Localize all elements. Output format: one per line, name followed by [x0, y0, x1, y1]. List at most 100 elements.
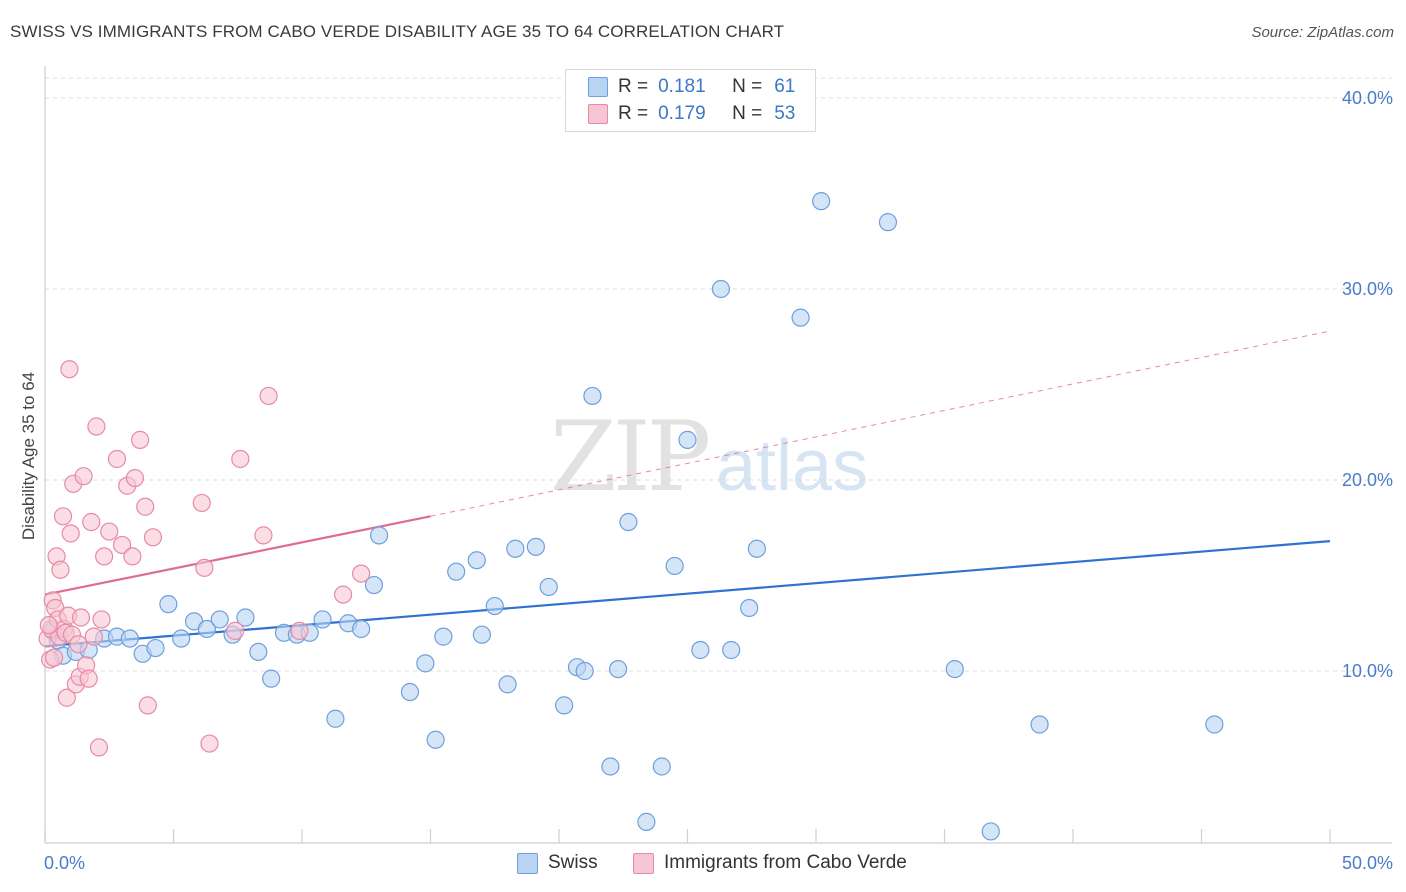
swiss-point [326, 709, 345, 728]
swiss-point [812, 192, 831, 211]
cabo-point [82, 512, 101, 532]
x-tick-label: 50.0% [1342, 853, 1393, 873]
swiss-trendline [44, 540, 1331, 648]
y-axis-label: Disability Age 35 to 64 [19, 372, 38, 540]
cabo-point [51, 560, 70, 579]
swiss-point [146, 638, 165, 658]
legend-r-value: 0.179 [658, 103, 706, 124]
axes [44, 66, 1392, 844]
cabo-point [39, 616, 58, 635]
swiss-point [447, 562, 466, 581]
swiss-point [472, 625, 491, 644]
cabo-point [57, 688, 76, 707]
watermark-zip: ZIP [550, 401, 709, 513]
cabo-point [53, 507, 73, 526]
swiss-point [210, 610, 229, 629]
swiss-point [159, 595, 178, 614]
swiss-point [555, 696, 574, 715]
swiss-point [370, 526, 389, 545]
cabo-point [226, 621, 245, 640]
swiss-point [945, 659, 964, 679]
cabo-point [254, 526, 273, 545]
cabo-point [200, 734, 219, 753]
swiss-point [740, 598, 759, 618]
legend-n-label: N = [732, 76, 763, 97]
gridlines [45, 77, 1392, 672]
swiss-point [197, 619, 217, 639]
cabo-point [95, 547, 114, 566]
cabo-point [92, 610, 111, 629]
cabo-point [192, 493, 211, 513]
swiss-point [364, 575, 384, 595]
cabo-point [100, 522, 119, 541]
watermark-atlas: atlas [716, 426, 868, 506]
legend-item-cabo: Immigrants from Cabo Verde [633, 852, 907, 874]
legend-r-value: 0.181 [658, 76, 706, 97]
legend-swiss-label: Swiss [548, 852, 598, 873]
cabo-point [130, 430, 150, 449]
swiss-point [637, 812, 656, 831]
cabo-point [60, 360, 79, 379]
swiss-point [172, 629, 191, 648]
cabo-point [61, 524, 80, 543]
legend-n-value: 61 [774, 76, 796, 97]
swiss-point [539, 577, 558, 597]
x-tick-label: 0.0% [44, 853, 85, 873]
swiss-point [262, 669, 281, 688]
trendlines [44, 330, 1331, 648]
cabo-point [74, 467, 93, 486]
swiss-point [485, 596, 504, 616]
cabo-point [143, 528, 163, 547]
swiss-point [711, 279, 731, 299]
cabo-point [89, 738, 109, 757]
swiss-point [1205, 715, 1224, 734]
cabo-point [79, 669, 98, 688]
swiss-point [878, 213, 898, 232]
swiss-point [747, 539, 766, 558]
swiss-point [236, 608, 255, 627]
swiss-point [434, 627, 453, 646]
cabo-point [69, 635, 88, 654]
cabo-point [195, 558, 214, 577]
cabo-point [231, 449, 250, 469]
swiss-point [313, 610, 332, 629]
legend-item-swiss: Swiss [517, 852, 598, 874]
legend-r-label: R = [618, 103, 649, 124]
swiss-point [467, 551, 486, 570]
cabo-point [71, 608, 91, 627]
cabo-point [87, 417, 106, 436]
swiss-point [609, 659, 628, 679]
legend-r-label: R = [618, 76, 649, 97]
swiss-point [352, 619, 371, 639]
legend-cabo-label: Immigrants from Cabo Verde [664, 852, 907, 873]
cabo-trendline-extension [430, 330, 1331, 517]
cabo-point [123, 547, 142, 566]
cabo-point [84, 627, 103, 646]
cabo-point [107, 449, 127, 469]
y-tick-label: 30.0% [1342, 279, 1393, 299]
chart-title: SWISS VS IMMIGRANTS FROM CABO VERDE DISA… [10, 22, 785, 41]
swiss-point [981, 822, 1000, 841]
legend-n-label: N = [732, 103, 763, 124]
swiss-point [791, 308, 810, 327]
swiss-point [652, 757, 671, 776]
correlation-legend: R = 0.181 N = 61 R = 0.179 N = 53 [565, 69, 816, 132]
swiss-point [691, 640, 710, 660]
legend-row-swiss: R = 0.181 N = 61 [588, 75, 795, 99]
legend-n-value: 53 [774, 103, 796, 124]
swiss-point [506, 539, 525, 558]
tick-labels: 10.0% 20.0% 30.0% 40.0% 0.0% 50.0% [44, 88, 1393, 873]
y-tick-label: 40.0% [1342, 88, 1393, 108]
legend-row-cabo: R = 0.179 N = 53 [588, 102, 795, 126]
swiss-point [249, 642, 268, 662]
cabo-swatch [633, 852, 654, 874]
swiss-point [400, 682, 420, 702]
cabo-point [112, 535, 132, 555]
cabo-point [136, 497, 155, 516]
cabo-point [44, 648, 64, 667]
y-tick-label: 10.0% [1342, 661, 1393, 681]
swiss-point [601, 757, 620, 776]
cabo-point [125, 468, 145, 488]
swiss-point [416, 654, 435, 673]
